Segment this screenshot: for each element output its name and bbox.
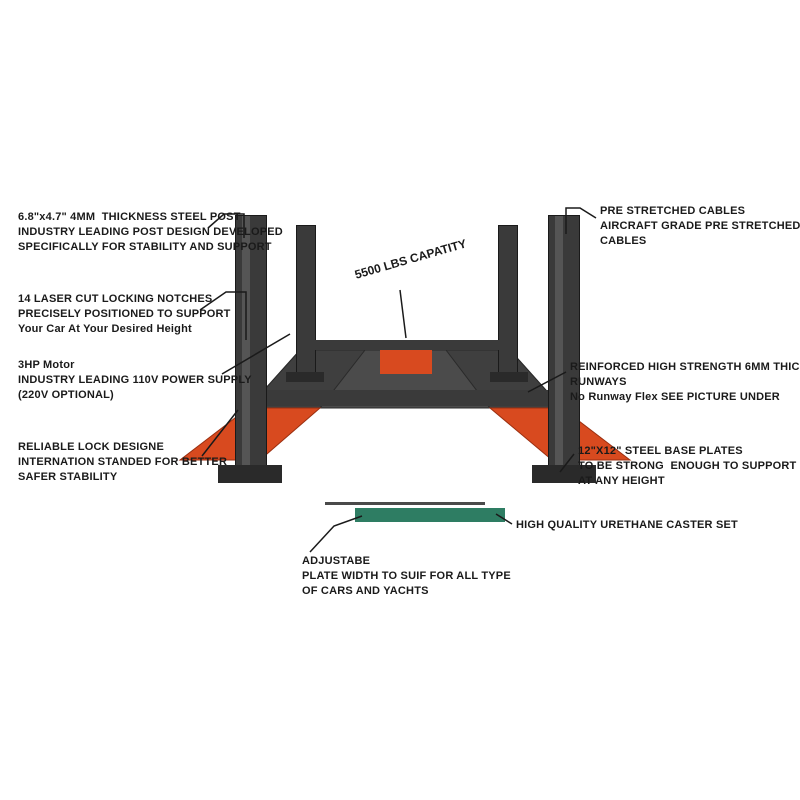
callout-line: SAFER STABILITY — [18, 470, 227, 485]
callout-line: AIRCRAFT GRADE PRE STRETCHED — [600, 219, 800, 234]
callout-line: 3HP Motor — [18, 358, 252, 373]
callout-adjustable-plate: ADJUSTABEPLATE WIDTH TO SUIF FOR ALL TYP… — [302, 554, 511, 599]
callout-lock-design: RELIABLE LOCK DESIGNEINTERNATION STANDED… — [18, 440, 227, 485]
callout-line: INDUSTRY LEADING 110V POWER SUPPLY — [18, 373, 252, 388]
crossbar-rear — [300, 340, 512, 350]
center-jack — [380, 350, 432, 374]
rear-post-left — [296, 225, 316, 377]
callout-line: INTERNATION STANDED FOR BETTER — [18, 455, 227, 470]
capacity-label: 5500 LBS CAPATITY — [353, 236, 468, 281]
callout-caster-set: HIGH QUALITY URETHANE CASTER SET — [516, 518, 738, 533]
callout-line: RUNWAYS — [570, 375, 800, 390]
crossbar-front — [250, 390, 562, 406]
callout-line: OF CARS AND YACHTS — [302, 584, 511, 599]
rear-base-left — [286, 372, 324, 382]
callout-line: CABLES — [600, 234, 800, 249]
callout-line: 14 LASER CUT LOCKING NOTCHES — [18, 292, 231, 307]
callout-line: 6.8"x4.7" 4MM THICKNESS STEEL POST — [18, 210, 283, 225]
callout-line: PRECISELY POSITIONED TO SUPPORT — [18, 307, 231, 322]
callout-line: ADJUSTABE — [302, 554, 511, 569]
front-base-left — [218, 465, 282, 483]
callout-line: (220V OPTIONAL) — [18, 388, 252, 403]
callout-line: REINFORCED HIGH STRENGTH 6MM THICKNESSST… — [570, 360, 800, 375]
diagram-canvas: 5500 LBS CAPATITY 6.8"x4.7" 4MM THICKNES… — [0, 0, 800, 800]
callout-line: PRE STRETCHED CABLES — [600, 204, 800, 219]
callout-line: Your Car At Your Desired Height — [18, 322, 231, 337]
caster-bar — [355, 508, 505, 522]
callout-steel-post: 6.8"x4.7" 4MM THICKNESS STEEL POSTINDUST… — [18, 210, 283, 255]
callout-line: SPECIFICALLY FOR STABILITY AND SUPPORT — [18, 240, 283, 255]
rear-post-right — [498, 225, 518, 377]
callout-line: TO BE STRONG ENOUGH TO SUPPORT CARS — [578, 459, 800, 474]
callout-line: PLATE WIDTH TO SUIF FOR ALL TYPE — [302, 569, 511, 584]
callout-line: INDUSTRY LEADING POST DESIGN DEVELOPED — [18, 225, 283, 240]
callout-line: No Runway Flex SEE PICTURE UNDER — [570, 390, 800, 405]
callout-locking-notches: 14 LASER CUT LOCKING NOTCHESPRECISELY PO… — [18, 292, 231, 337]
callout-line: RELIABLE LOCK DESIGNE — [18, 440, 227, 455]
callout-cables: PRE STRETCHED CABLESAIRCRAFT GRADE PRE S… — [600, 204, 800, 249]
callout-runways: REINFORCED HIGH STRENGTH 6MM THICKNESSST… — [570, 360, 800, 405]
callout-line: HIGH QUALITY URETHANE CASTER SET — [516, 518, 738, 533]
caster-handle — [325, 502, 485, 505]
callout-base-plates: 12"X12" STEEL BASE PLATESTO BE STRONG EN… — [578, 444, 800, 489]
front-post-right — [548, 215, 580, 467]
capacity-text: 5500 LBS CAPATITY — [353, 236, 468, 281]
leader-capacity — [400, 290, 406, 338]
callout-motor: 3HP MotorINDUSTRY LEADING 110V POWER SUP… — [18, 358, 252, 403]
rear-base-right — [490, 372, 528, 382]
callout-line: 12"X12" STEEL BASE PLATES — [578, 444, 800, 459]
callout-line: AT ANY HEIGHT — [578, 474, 800, 489]
